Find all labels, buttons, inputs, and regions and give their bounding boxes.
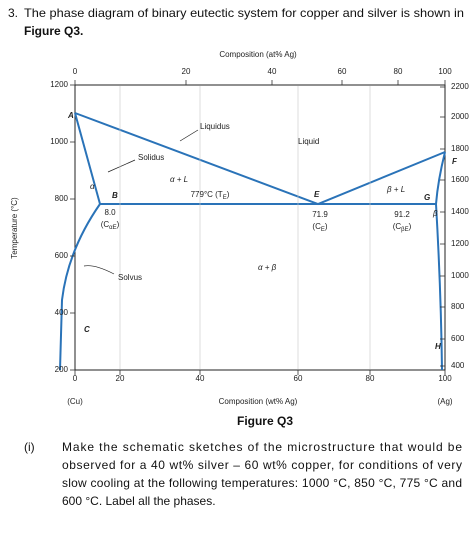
right-tick-label: 400 xyxy=(451,361,465,370)
leader xyxy=(107,159,136,173)
left-tick-label: 800 xyxy=(55,194,69,203)
region-label: α + β xyxy=(258,263,277,272)
region-label: Liquid xyxy=(298,137,319,146)
right-tick-label: 1000 xyxy=(451,271,469,280)
beta-solidus xyxy=(435,151,446,205)
left-tick-label: 1200 xyxy=(50,80,68,89)
label-end: ) xyxy=(325,222,328,231)
composition-value: 71.9 xyxy=(312,210,328,219)
right-tick-label: 2000 xyxy=(451,112,469,121)
region-label: β + L xyxy=(386,185,405,194)
top-tick-label: 40 xyxy=(268,67,277,76)
solidus-curve xyxy=(74,112,101,205)
right-tick-label: 1800 xyxy=(451,144,469,153)
label-text: (C xyxy=(101,220,110,229)
bottom-tick-label: 0 xyxy=(73,374,78,383)
top-axis-title: Composition (at% Ag) xyxy=(219,50,297,59)
question-text: The phase diagram of binary eutectic sys… xyxy=(24,6,464,20)
top-tick-label: 20 xyxy=(182,67,191,76)
subquestion-number: (i) xyxy=(24,440,35,454)
solvus-curve xyxy=(59,203,101,371)
label-end: ) xyxy=(117,220,120,229)
bottom-tick-label: 80 xyxy=(366,374,375,383)
bottom-right-end: (Ag) xyxy=(437,397,452,406)
bottom-tick-label: 40 xyxy=(196,374,205,383)
label-sub: E xyxy=(223,195,227,201)
bottom-tick-label: 20 xyxy=(116,374,125,383)
point-label: G xyxy=(424,193,430,202)
right-tick-label: 600 xyxy=(451,334,465,343)
label-text: (C xyxy=(393,222,402,231)
composition-label: (CE) xyxy=(312,222,327,232)
right-tick-label: 2200 xyxy=(451,82,469,91)
subquestion-line: slow cooling at the following temperatur… xyxy=(62,476,462,490)
label-text: (C xyxy=(312,222,321,231)
curve-label: Liquidus xyxy=(200,122,230,131)
subquestion-line: Make the schematic sketches of the micro… xyxy=(62,440,462,454)
composition-value: 8.0 xyxy=(104,208,116,217)
curve-label: Solvus xyxy=(118,273,142,282)
region-label: α xyxy=(90,182,95,191)
plot-frame xyxy=(74,84,446,371)
label-sub: βE xyxy=(401,227,408,233)
right-tick-label: 1200 xyxy=(451,239,469,248)
question-number: 3. xyxy=(8,6,18,20)
label-sub: αE xyxy=(109,225,116,231)
label-sub: E xyxy=(321,227,325,233)
top-tick-label: 80 xyxy=(394,67,403,76)
point-label: A xyxy=(67,111,74,120)
left-axis-title: Temperature (°C) xyxy=(10,197,19,259)
beta-solvus xyxy=(435,203,443,371)
figure-caption: Figure Q3 xyxy=(237,414,293,428)
leader xyxy=(83,265,115,275)
label-end: ) xyxy=(227,190,230,199)
bottom-tick-label: 100 xyxy=(438,374,452,383)
leader xyxy=(179,129,199,142)
right-tick-label: 1400 xyxy=(451,207,469,216)
right-tick-label: 800 xyxy=(451,302,465,311)
left-tick-label: 400 xyxy=(55,308,69,317)
left-tick-label: 1000 xyxy=(50,137,68,146)
bottom-left-end: (Cu) xyxy=(67,397,83,406)
top-tick-label: 60 xyxy=(338,67,347,76)
top-tick-label: 0 xyxy=(73,67,78,76)
top-tick-label: 100 xyxy=(438,67,452,76)
composition-label: 779°C (TE) xyxy=(191,190,230,200)
label-end: ) xyxy=(409,222,412,231)
curve-label: Solidus xyxy=(138,153,164,162)
region-label: β xyxy=(432,209,438,218)
point-label: C xyxy=(84,325,90,334)
point-label: F xyxy=(452,157,458,166)
bottom-axis-title: Composition (wt% Ag) xyxy=(219,397,298,406)
left-tick-label: 200 xyxy=(55,365,69,374)
region-label: α + L xyxy=(170,175,188,184)
point-label: H xyxy=(435,342,441,351)
figure-ref: Figure Q3. xyxy=(24,24,83,38)
label-text: 779°C (T xyxy=(191,190,223,199)
point-label: E xyxy=(314,190,320,199)
point-label: B xyxy=(112,191,118,200)
composition-label: (CβE) xyxy=(393,222,412,232)
right-tick-label: 1600 xyxy=(451,175,469,184)
phase-diagram xyxy=(59,84,446,371)
bottom-tick-label: 60 xyxy=(294,374,303,383)
subquestion-line: 600 °C. Label all the phases. xyxy=(62,494,216,508)
left-tick-label: 600 xyxy=(55,251,69,260)
composition-value: 91.2 xyxy=(394,210,410,219)
composition-label: (CαE) xyxy=(101,220,120,230)
subquestion-line: observed for a 40 wt% silver – 60 wt% co… xyxy=(62,458,462,472)
